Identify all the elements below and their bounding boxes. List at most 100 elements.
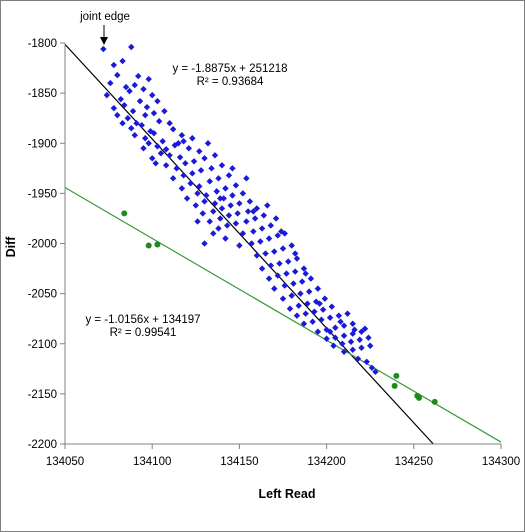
- data-point-diamond: [236, 200, 243, 207]
- data-point-diamond: [243, 218, 250, 225]
- data-point-diamond: [201, 240, 208, 247]
- data-point-diamond: [363, 358, 370, 365]
- data-point-circle: [431, 398, 438, 405]
- data-point-diamond: [129, 107, 137, 115]
- data-point-diamond: [271, 285, 278, 292]
- data-point-diamond: [248, 240, 255, 247]
- data-point-diamond: [162, 146, 170, 153]
- data-point-diamond: [293, 312, 301, 319]
- data-point-diamond: [332, 324, 339, 331]
- data-point-diamond: [286, 305, 294, 312]
- data-point-diamond: [260, 212, 268, 219]
- data-point-diamond: [272, 215, 280, 222]
- data-point-diamond: [119, 57, 126, 65]
- data-point-diamond: [368, 364, 376, 372]
- data-point-diamond: [194, 190, 201, 197]
- data-point-diamond: [239, 230, 247, 237]
- data-point-diamond: [292, 250, 299, 257]
- data-point-diamond: [110, 104, 118, 112]
- data-point-diamond: [211, 152, 219, 159]
- data-point-diamond: [182, 160, 189, 167]
- data-point-diamond: [190, 158, 198, 165]
- data-point-diamond: [173, 165, 180, 172]
- data-point-diamond: [169, 126, 177, 133]
- y-axis-title: Diff: [4, 236, 18, 258]
- joint-edge-arrow-head: [100, 37, 108, 45]
- data-point-diamond: [229, 192, 236, 199]
- trendline-equation-1: y = -1.8875x + 251218: [172, 63, 287, 75]
- data-point-diamond: [162, 162, 170, 169]
- data-point-diamond: [149, 155, 156, 162]
- data-point-diamond: [201, 155, 208, 162]
- data-point-diamond: [159, 138, 166, 145]
- data-point-diamond: [285, 258, 292, 265]
- data-point-diamond: [349, 320, 356, 327]
- data-point-diamond: [189, 170, 196, 177]
- data-point-diamond: [175, 140, 182, 147]
- data-point-diamond: [143, 103, 151, 111]
- x-axis-title: Left Read: [259, 487, 316, 501]
- data-point-diamond: [206, 218, 213, 225]
- data-point-diamond: [278, 228, 285, 235]
- data-point-diamond: [150, 130, 158, 137]
- data-point-diamond: [356, 336, 363, 343]
- data-point-diamond: [217, 195, 224, 202]
- data-point-diamond: [358, 328, 365, 335]
- data-point-diamond: [110, 61, 118, 69]
- data-point-diamond: [206, 178, 213, 185]
- data-point-diamond: [234, 210, 241, 217]
- y-tick-label: -1900: [28, 138, 57, 150]
- data-point-diamond: [114, 71, 121, 79]
- y-tick-label: -1950: [28, 188, 57, 200]
- data-point-diamond: [169, 175, 177, 182]
- data-point-diamond: [340, 348, 348, 355]
- data-point-diamond: [225, 172, 233, 179]
- data-point-diamond: [119, 120, 126, 127]
- x-tick-labels: 134050 134100 134150 134200 134250 134300: [46, 444, 520, 468]
- data-point-diamond: [131, 132, 138, 139]
- data-point-diamond: [265, 275, 273, 282]
- data-point-diamond: [196, 183, 203, 190]
- data-point-diamond: [267, 262, 274, 269]
- trendline-series-2: [64, 187, 502, 443]
- series-1-points: [100, 43, 379, 376]
- data-point-diamond: [114, 111, 121, 119]
- data-point-diamond: [192, 202, 199, 209]
- x-tick-label: 134150: [220, 456, 258, 468]
- data-point-diamond: [279, 295, 287, 302]
- data-point-diamond: [201, 198, 208, 205]
- data-point-diamond: [199, 210, 206, 217]
- data-point-diamond: [274, 272, 281, 279]
- joint-edge-annotation: joint edge: [79, 11, 130, 45]
- data-point-diamond: [253, 205, 261, 212]
- data-point-diamond: [166, 120, 173, 127]
- data-point-diamond: [251, 215, 259, 222]
- data-point-diamond: [244, 208, 252, 215]
- y-tick-label: -2100: [28, 339, 57, 351]
- data-point-diamond: [281, 282, 288, 289]
- data-point-diamond: [128, 43, 135, 51]
- y-tick-label: -2200: [28, 439, 57, 451]
- data-point-diamond: [361, 325, 369, 332]
- data-point-diamond: [107, 79, 114, 87]
- data-point-diamond: [218, 205, 226, 212]
- data-point-diamond: [154, 97, 161, 105]
- data-point-diamond: [283, 270, 290, 277]
- data-point-diamond: [232, 182, 240, 189]
- data-point-diamond: [243, 175, 250, 182]
- data-point-diamond: [297, 290, 304, 297]
- data-point-diamond: [271, 248, 278, 255]
- data-point-diamond: [135, 72, 142, 80]
- data-point-diamond: [340, 322, 348, 329]
- trendline-r2-2: R² = 0.99541: [110, 327, 177, 339]
- data-point-diamond: [332, 334, 339, 341]
- data-point-diamond: [258, 265, 266, 272]
- y-tick-label: -2050: [28, 289, 57, 301]
- data-point-diamond: [211, 200, 219, 207]
- data-point-diamond: [311, 308, 318, 315]
- data-point-diamond: [208, 165, 215, 172]
- data-point-diamond: [142, 135, 149, 142]
- data-point-diamond: [274, 232, 281, 239]
- data-point-diamond: [121, 101, 128, 109]
